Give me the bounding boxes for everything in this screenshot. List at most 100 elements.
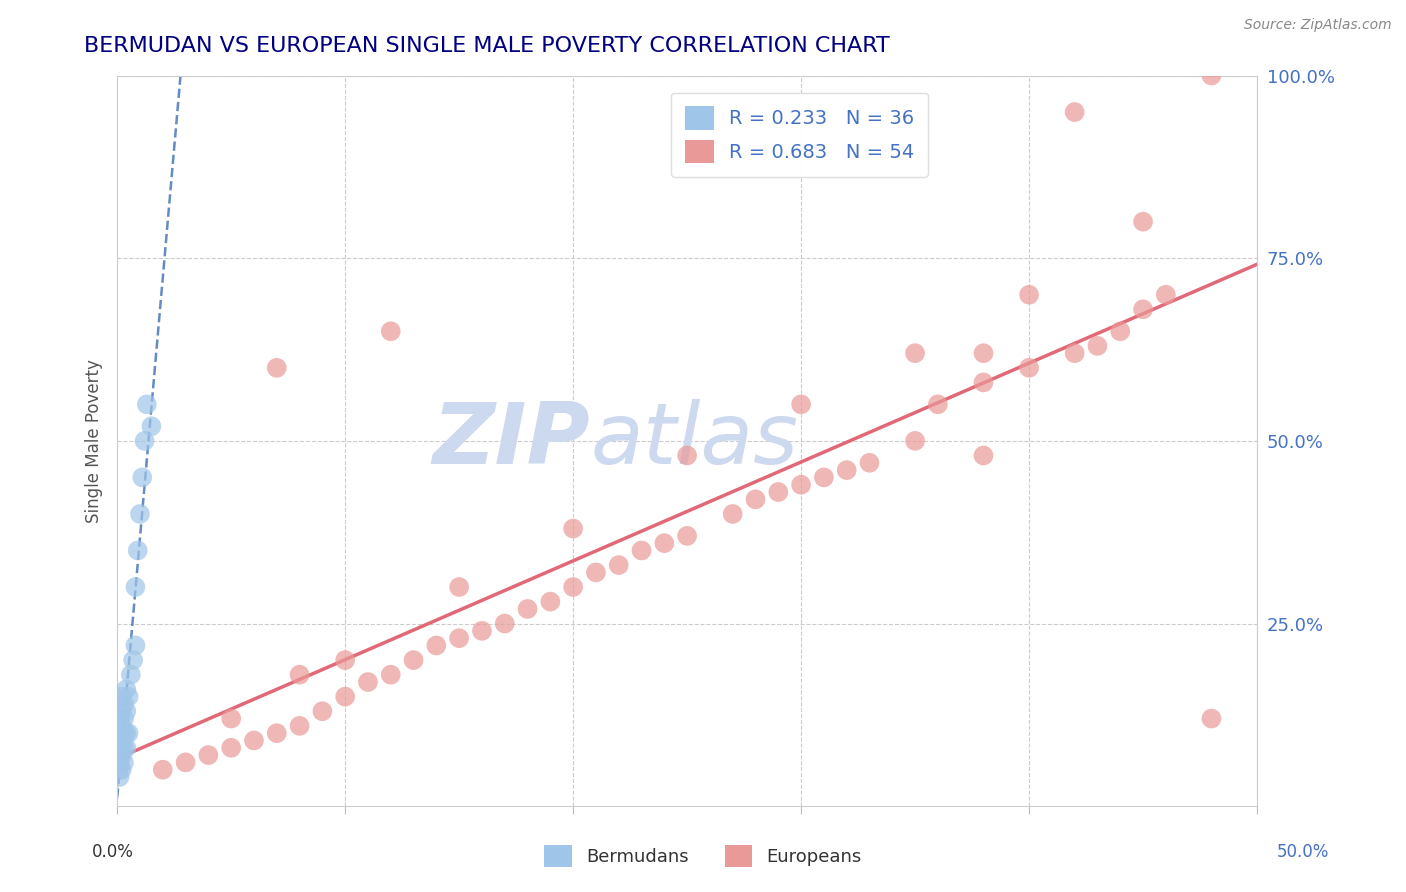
Legend: Bermudans, Europeans: Bermudans, Europeans [537, 838, 869, 874]
Point [1154, 287, 1177, 301]
Point [243, 733, 266, 747]
Point [266, 726, 288, 740]
Point [288, 719, 311, 733]
Point [1018, 360, 1040, 375]
Point [112, 756, 135, 770]
Point [972, 376, 994, 390]
Point [790, 397, 813, 411]
Point [562, 580, 585, 594]
Point [1087, 339, 1109, 353]
Point [152, 763, 174, 777]
Point [858, 456, 880, 470]
Point [813, 470, 835, 484]
Point [174, 756, 197, 770]
Point [134, 434, 156, 448]
Point [1063, 346, 1085, 360]
Point [111, 690, 134, 704]
Point [471, 624, 494, 638]
Point [333, 653, 356, 667]
Point [108, 740, 131, 755]
Point [135, 397, 157, 411]
Point [1063, 105, 1085, 120]
Point [108, 770, 131, 784]
Point [652, 536, 675, 550]
Point [108, 712, 131, 726]
Point [112, 697, 135, 711]
Point [131, 470, 153, 484]
Point [1132, 214, 1154, 228]
Point [115, 740, 138, 755]
Point [115, 704, 138, 718]
Point [1109, 324, 1132, 338]
Point [117, 690, 139, 704]
Point [108, 763, 131, 777]
Point [768, 485, 790, 500]
Point [311, 704, 333, 718]
Point [197, 747, 219, 762]
Text: BERMUDAN VS EUROPEAN SINGLE MALE POVERTY CORRELATION CHART: BERMUDAN VS EUROPEAN SINGLE MALE POVERTY… [84, 36, 890, 55]
Point [127, 543, 149, 558]
Point [115, 726, 138, 740]
Point [607, 558, 630, 573]
Point [111, 704, 134, 718]
Point [494, 616, 516, 631]
Point [380, 667, 402, 681]
Text: Source: ZipAtlas.com: Source: ZipAtlas.com [1244, 18, 1392, 32]
Point [721, 507, 744, 521]
Point [266, 360, 288, 375]
Point [1201, 712, 1223, 726]
Point [516, 602, 538, 616]
Point [790, 477, 813, 491]
Point [112, 712, 135, 726]
Point [904, 434, 927, 448]
Point [124, 639, 146, 653]
Point [108, 726, 131, 740]
Point [904, 346, 927, 360]
Point [972, 449, 994, 463]
Point [562, 522, 585, 536]
Point [630, 543, 652, 558]
Y-axis label: Single Male Poverty: Single Male Poverty [86, 359, 103, 523]
Point [129, 507, 152, 521]
Point [744, 492, 766, 507]
Point [111, 726, 134, 740]
Point [402, 653, 425, 667]
Point [333, 690, 356, 704]
Point [449, 580, 471, 594]
Point [219, 712, 242, 726]
Point [538, 594, 561, 608]
Text: ZIP: ZIP [433, 400, 591, 483]
Point [112, 726, 135, 740]
Point [676, 529, 699, 543]
Point [112, 740, 135, 755]
Point [115, 682, 138, 697]
Point [449, 631, 471, 645]
Text: atlas: atlas [591, 400, 799, 483]
Text: 0.0%: 0.0% [91, 843, 134, 861]
Point [108, 747, 131, 762]
Point [1018, 287, 1040, 301]
Point [972, 346, 994, 360]
Point [380, 324, 402, 338]
Point [219, 740, 242, 755]
Point [835, 463, 858, 477]
Point [927, 397, 949, 411]
Text: 50.0%: 50.0% [1277, 843, 1329, 861]
Point [117, 726, 139, 740]
Point [425, 639, 447, 653]
Point [357, 675, 380, 690]
Point [124, 580, 146, 594]
Point [122, 653, 145, 667]
Point [1201, 69, 1223, 83]
Legend: R = 0.233   N = 36, R = 0.683   N = 54: R = 0.233 N = 36, R = 0.683 N = 54 [671, 93, 928, 177]
Point [585, 566, 607, 580]
Point [676, 449, 699, 463]
Point [108, 756, 131, 770]
Point [120, 667, 142, 681]
Point [111, 719, 134, 733]
Point [288, 667, 311, 681]
Point [111, 763, 134, 777]
Point [111, 747, 134, 762]
Point [111, 740, 134, 755]
Point [1132, 302, 1154, 317]
